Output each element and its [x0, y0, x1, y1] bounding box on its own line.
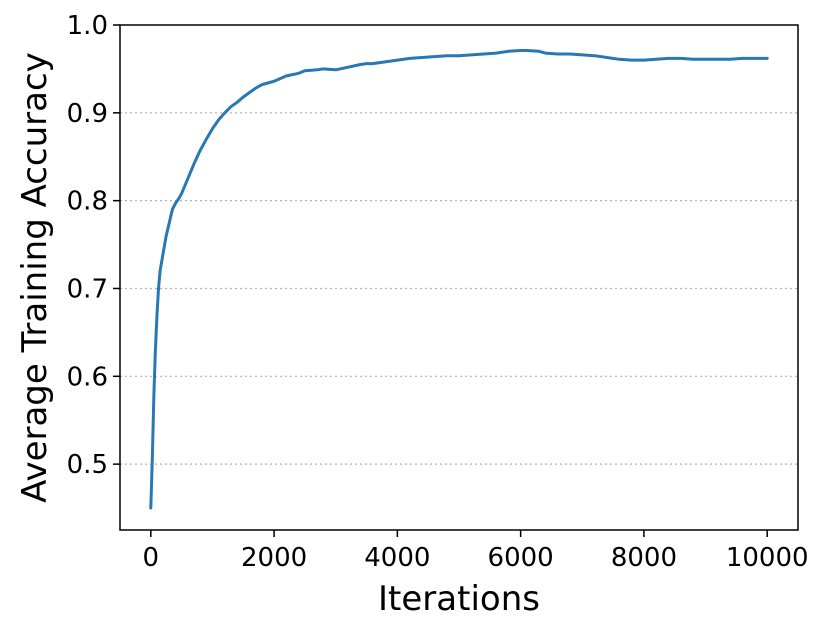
x-axis-label: Iterations: [378, 579, 540, 619]
plot-frame: [119, 24, 799, 531]
x-tick-label: 2000: [241, 543, 307, 573]
y-tick-label: 0.6: [67, 362, 108, 392]
x-axis: 0 2000 4000 6000 8000 10000: [143, 530, 809, 573]
y-tick-label: 0.9: [67, 99, 108, 129]
y-tick-label: 0.8: [67, 187, 108, 217]
y-tick-label: 1.0: [67, 11, 108, 41]
series-layer: [149, 49, 769, 510]
x-tick-label: 6000: [488, 543, 554, 573]
x-tick-label: 0: [143, 543, 160, 573]
series-line: [149, 49, 769, 510]
x-tick-label: 8000: [611, 543, 677, 573]
grid-layer: [120, 112, 798, 465]
y-axis-label: Average Training Accuracy: [15, 52, 55, 503]
y-tick-label: 0.5: [67, 450, 108, 480]
x-tick-label: 4000: [364, 543, 430, 573]
y-axis: 0.5 0.6 0.7 0.8 0.9 1.0: [67, 11, 120, 480]
y-tick-label: 0.7: [67, 274, 108, 304]
x-tick-label: 10000: [726, 543, 809, 573]
